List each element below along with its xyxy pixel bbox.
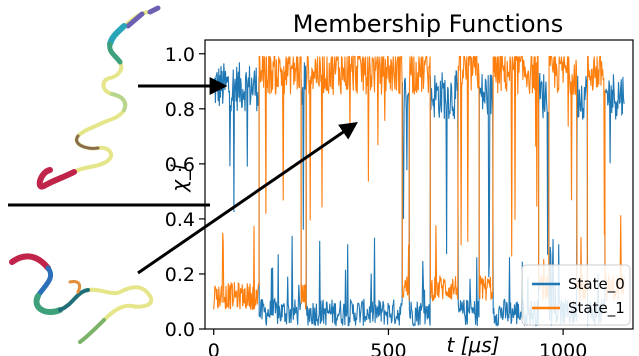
protein-structure-lower-image: [9, 253, 154, 344]
y-tick-label: 1.0: [165, 44, 195, 66]
y-tick-label: 0.0: [165, 319, 195, 341]
chart-title: Membership Functions: [293, 10, 564, 38]
legend: State_0 State_1: [521, 264, 631, 326]
series-line-state1: [213, 55, 625, 310]
y-tick-label: 0.8: [165, 99, 195, 121]
legend-label-state1: State_1: [568, 299, 625, 318]
plot-frame: [204, 39, 634, 330]
y-tick-label: 0.2: [165, 264, 195, 286]
y-axis-label: χ_i: [167, 164, 191, 193]
legend-item-state1: State_1: [532, 299, 625, 318]
annotation-arrow-lower: [137, 121, 358, 275]
y-tick-label: 0.4: [165, 209, 195, 231]
x-axis-label: t [μs]: [447, 333, 500, 356]
x-tick-label: 0: [208, 340, 220, 356]
x-tick-label: 1000: [539, 340, 587, 356]
tick-layer: 0.0 0.2 0.4 0.6 0.8 1.0 0 500 1000: [165, 44, 588, 356]
legend-item-state0: State_0: [532, 275, 625, 294]
x-tick-label: 500: [370, 340, 406, 356]
y-tick-label: 0.6: [165, 154, 195, 176]
legend-label-state0: State_0: [568, 275, 625, 294]
protein-structure-upper-image: [36, 5, 161, 190]
